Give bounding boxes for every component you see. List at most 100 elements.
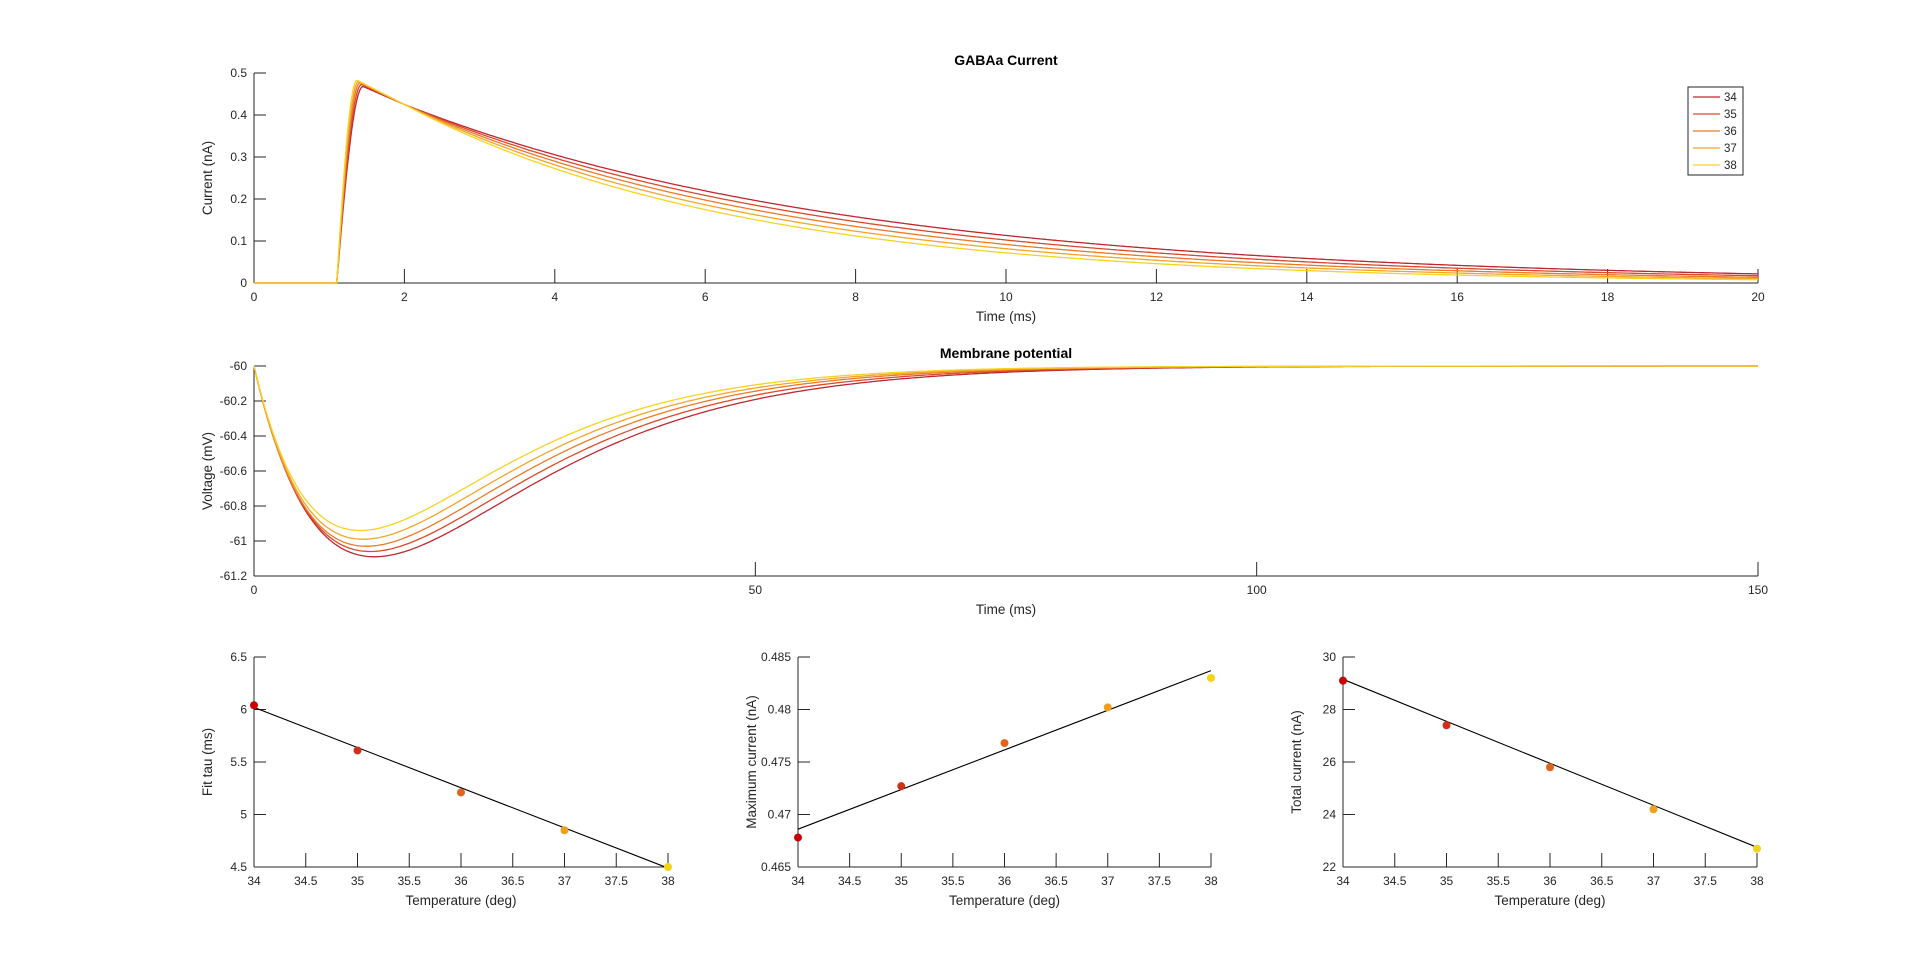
- x-axis-label: Time (ms): [976, 309, 1036, 324]
- axes-2: 34 34.5 35 35.5 36 36.5 37 37.5 38 4.5 5 5.5 6 6.5 Tem…: [200, 650, 675, 908]
- x-tick-label: 36.5: [1044, 874, 1068, 888]
- series-line-36: [254, 82, 1758, 284]
- x-tick-label: 38: [1204, 874, 1218, 888]
- x-axis-label: Temperature (deg): [405, 893, 516, 908]
- y-tick-label: -60.2: [220, 394, 248, 408]
- x-tick-label: 37.5: [605, 874, 629, 888]
- y-tick-label: 0.48: [768, 703, 792, 717]
- x-tick-label: 35: [1440, 874, 1454, 888]
- series-line-38: [253, 365, 1758, 532]
- series-line-37: [254, 81, 1758, 284]
- y-tick-label: 0.4: [230, 108, 247, 122]
- y-tick-label: 0.3: [230, 150, 247, 164]
- legend-label-34: 34: [1724, 92, 1737, 104]
- x-tick-label: 100: [1247, 583, 1267, 597]
- x-tick-label: 35.5: [1487, 874, 1511, 888]
- x-tick-label: 35.5: [398, 874, 422, 888]
- x-tick-label: 37: [558, 874, 572, 888]
- data-point: [1339, 676, 1347, 685]
- data-point: [897, 782, 906, 791]
- series-line-37: [253, 365, 1758, 540]
- x-tick-label: 34: [791, 874, 805, 888]
- x-tick-label: 34.5: [838, 874, 862, 888]
- data-point: [1649, 805, 1658, 814]
- data-point: [1546, 763, 1554, 772]
- axes-4: 34 34.5 35 35.5 36 36.5 37 37.5 38 22 24 26 28 30 Temp…: [1289, 650, 1764, 908]
- x-axis-label: Temperature (deg): [1494, 893, 1605, 908]
- x-tick-label: 6: [702, 290, 709, 304]
- y-tick-label: 0.47: [768, 808, 792, 822]
- y-tick-label: 0.2: [230, 192, 247, 206]
- y-tick-label: 0.475: [761, 755, 791, 769]
- legend-label-37: 37: [1724, 143, 1737, 155]
- y-axis-label: Fit tau (ms): [200, 728, 215, 796]
- data-point: [457, 788, 465, 797]
- x-tick-label: 37: [1647, 874, 1661, 888]
- y-tick-label: 0.485: [761, 650, 791, 664]
- x-tick-label: 34: [1336, 874, 1350, 888]
- x-tick-label: 14: [1300, 290, 1314, 304]
- y-tick-label: 0: [240, 276, 247, 290]
- x-tick-label: 18: [1601, 290, 1615, 304]
- x-tick-label: 36.5: [1590, 874, 1614, 888]
- x-tick-label: 10: [999, 290, 1013, 304]
- y-tick-label: -61.2: [220, 569, 248, 583]
- y-axis-label: Voltage (mV): [200, 432, 215, 510]
- y-tick-label: 4.5: [230, 860, 247, 874]
- x-axis-label: Time (ms): [976, 602, 1036, 617]
- x-tick-label: 16: [1451, 290, 1465, 304]
- series-line-36: [253, 365, 1758, 547]
- y-axis-label: Maximum current (nA): [744, 695, 759, 829]
- fit-line: [797, 670, 1212, 830]
- x-tick-label: 12: [1150, 290, 1164, 304]
- y-tick-label: -60.4: [220, 429, 248, 443]
- data-point: [250, 701, 258, 710]
- x-tick-label: 38: [1750, 874, 1764, 888]
- series-line-34: [253, 365, 1758, 558]
- chart-title: GABAa Current: [954, 52, 1058, 68]
- data-point: [664, 863, 672, 871]
- x-tick-label: 36: [454, 874, 468, 888]
- data-point: [560, 826, 569, 835]
- y-tick-label: -60.6: [220, 464, 248, 478]
- x-tick-label: 20: [1751, 290, 1765, 304]
- x-tick-label: 34.5: [1383, 874, 1407, 888]
- x-tick-label: 35: [895, 874, 909, 888]
- x-tick-label: 50: [749, 583, 763, 597]
- data-point: [1442, 721, 1451, 730]
- x-tick-label: 36: [998, 874, 1012, 888]
- series-line-35: [253, 365, 1758, 553]
- y-tick-label: 30: [1323, 650, 1337, 664]
- x-tick-label: 150: [1748, 583, 1768, 597]
- x-tick-label: 34.5: [294, 874, 318, 888]
- y-tick-label: 0.5: [230, 66, 247, 80]
- series-line-38: [254, 79, 1758, 284]
- x-tick-label: 36: [1543, 874, 1557, 888]
- axes-1: 0 50 100 150 -61.2 -61 -60.8 -60.6 -60.4 -60.2 -60…: [200, 345, 1768, 617]
- y-tick-label: 6: [240, 703, 247, 717]
- x-tick-label: 8: [852, 290, 859, 304]
- data-point: [1207, 674, 1215, 682]
- x-tick-label: 37: [1101, 874, 1115, 888]
- x-tick-label: 34: [247, 874, 261, 888]
- axes-3: 34 34.5 35 35.5 36 36.5 37 37.5 38 0.465 0.47 0.475…: [744, 650, 1218, 908]
- axes-0: 0 2 4 6 8 10 12 14 16 18 20 0 0.1 0.2 0.3 0.4 0.5 Time (m…: [200, 52, 1765, 324]
- fit-line: [253, 706, 669, 869]
- y-tick-label: 0.1: [230, 234, 247, 248]
- data-point: [353, 746, 362, 755]
- legend-label-36: 36: [1724, 126, 1737, 138]
- y-tick-label: 5: [240, 808, 247, 822]
- legend: 34 35 36 37 38: [1687, 86, 1744, 176]
- x-tick-label: 37.5: [1694, 874, 1718, 888]
- y-tick-label: -60.8: [220, 499, 248, 513]
- y-tick-label: 6.5: [230, 650, 247, 664]
- series-line-34: [254, 85, 1758, 284]
- series-line-35: [254, 83, 1758, 284]
- y-tick-label: 24: [1323, 808, 1337, 822]
- data-point: [1103, 703, 1112, 712]
- data-point: [794, 833, 802, 842]
- y-tick-label: 5.5: [230, 755, 247, 769]
- y-tick-label: -60: [230, 359, 248, 373]
- x-tick-label: 35.5: [941, 874, 965, 888]
